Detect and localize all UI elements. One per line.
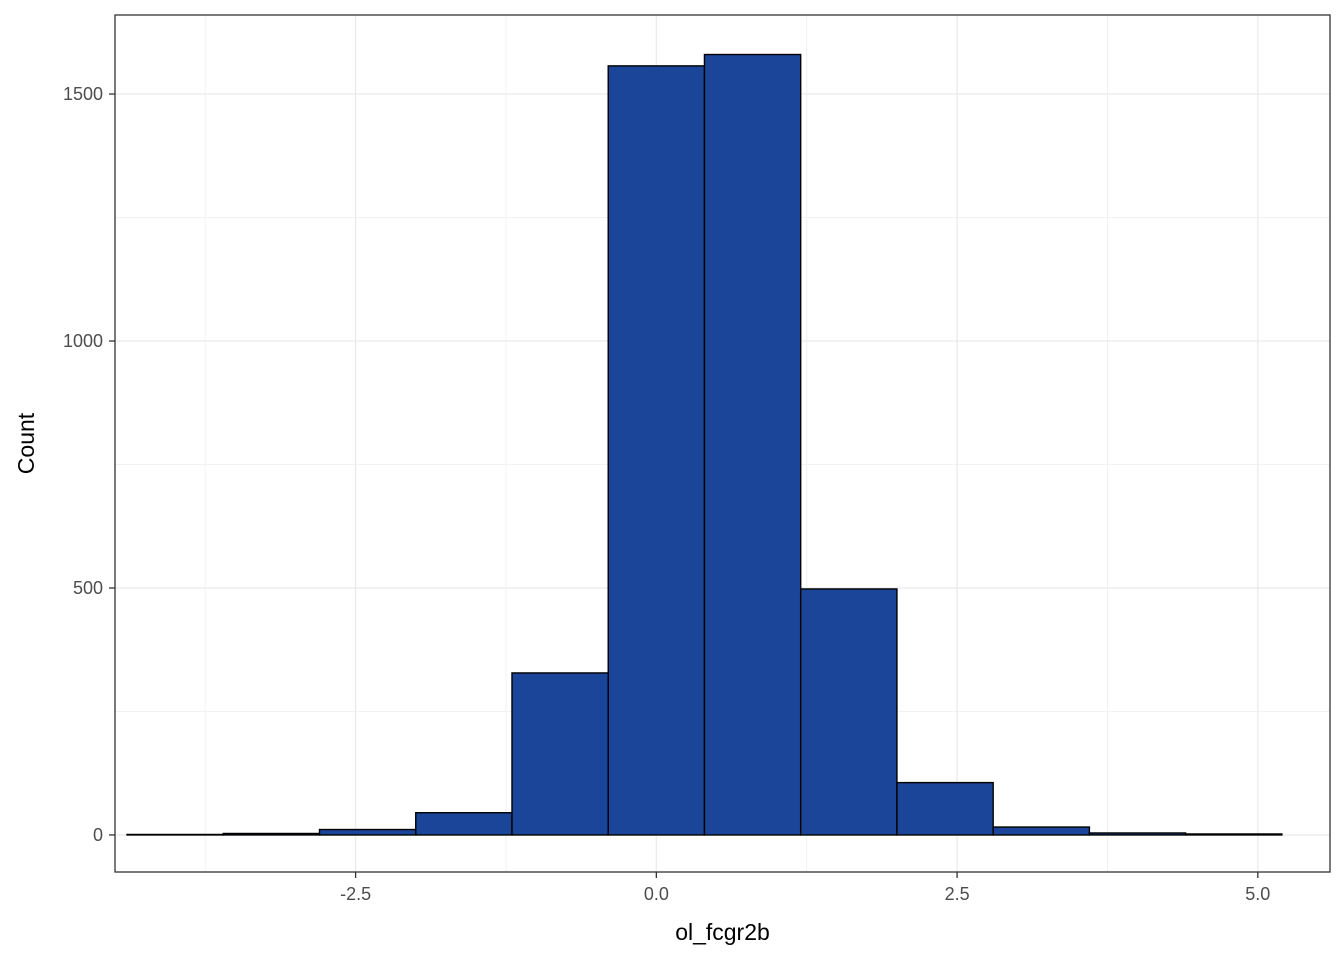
x-tick-label: 0.0 xyxy=(644,884,669,904)
y-axis: 0 500 1000 1500 xyxy=(63,84,115,845)
histogram-bar xyxy=(607,65,706,836)
y-tick-label: 0 xyxy=(93,825,103,845)
histogram-bar xyxy=(415,812,513,836)
histogram-bar xyxy=(511,672,609,836)
x-tick-label: 5.0 xyxy=(1245,884,1270,904)
x-tick-label: -2.5 xyxy=(340,884,371,904)
histogram-bar xyxy=(318,828,417,836)
panel-border xyxy=(114,14,1331,873)
histogram-bar xyxy=(992,826,1091,836)
histogram-bar xyxy=(1088,832,1187,836)
x-tick-label: 2.5 xyxy=(945,884,970,904)
histogram-bar xyxy=(1184,833,1283,836)
x-axis-title: ol_fcgr2b xyxy=(675,919,770,945)
histogram-bar xyxy=(799,588,898,836)
histogram-bar xyxy=(222,832,321,836)
y-tick-label: 500 xyxy=(73,578,103,598)
x-axis: -2.5 0.0 2.5 5.0 xyxy=(340,872,1270,904)
y-tick-label: 1000 xyxy=(63,331,103,351)
histogram-bar xyxy=(896,781,994,836)
histogram-bar xyxy=(703,53,802,836)
y-tick-label: 1500 xyxy=(63,84,103,104)
y-axis-title: Count xyxy=(13,412,39,474)
histogram-bar xyxy=(126,833,224,836)
histogram-bars xyxy=(126,53,1283,836)
